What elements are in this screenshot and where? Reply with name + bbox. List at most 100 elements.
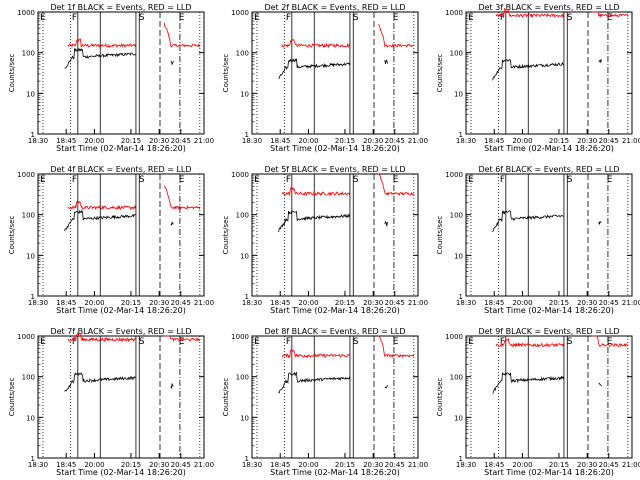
x-tick-label: 20:15 (335, 137, 355, 145)
plot-frame (465, 335, 633, 459)
panel-det-5: Det 5f BLACK = Events, RED = LLD 1 10 100 10… (222, 165, 428, 315)
x-tick-label: 18:30 (242, 137, 262, 145)
x-tick-label: 20:00 (84, 461, 104, 469)
segment-marker-label: F (72, 337, 77, 347)
segment-marker-label: E (40, 175, 46, 185)
x-tick-label: 21:00 (194, 461, 214, 469)
x-tick-label: 20:45 (171, 137, 191, 145)
x-tick-label: 18:30 (28, 137, 48, 145)
x-tick-label: 21:00 (194, 299, 214, 307)
events-series-line (278, 58, 350, 80)
events-series-line (598, 221, 602, 225)
y-tick-label: 100 (236, 212, 249, 220)
y-tick-label: 1000 (17, 9, 35, 17)
y-tick-label: 1000 (17, 171, 35, 179)
y-tick-label: 10 (454, 414, 463, 422)
y-tick-label: 100 (236, 50, 249, 58)
x-tick-label: 20:00 (512, 137, 532, 145)
x-tick-label: 20:45 (599, 137, 619, 145)
panel-det-6: Det 6f BLACK = Events, RED = LLD 1 10 100 10… (436, 165, 640, 315)
x-tick-label: 21:00 (622, 461, 640, 469)
segment-marker-label: S (353, 175, 359, 185)
y-tick-label: 1 (459, 131, 463, 139)
events-series-line (492, 59, 564, 81)
segment-marker-label: S (353, 337, 359, 347)
plot-frame (465, 11, 633, 135)
x-tick-label: 20:30 (149, 461, 169, 469)
segment-marker-label: F (286, 13, 291, 23)
segment-marker-label: F (72, 13, 77, 23)
y-tick-label: 10 (26, 90, 35, 98)
x-axis-title: Start Time (02-Mar-14 18:26:20) (56, 306, 186, 315)
events-series-line (64, 209, 136, 232)
panel-det-4: Det 4f BLACK = Events, RED = LLD 1 10 100 10… (8, 165, 214, 315)
x-tick-label: 20:00 (512, 461, 532, 469)
x-axis-title: Start Time (02-Mar-14 18:26:20) (56, 468, 186, 477)
y-axis-title: Counts/sec (8, 378, 16, 417)
x-tick-label: 20:00 (298, 461, 318, 469)
panel-title: Det 8f BLACK = Events, RED = LLD (264, 327, 405, 336)
segment-marker-label: E (468, 337, 474, 347)
segment-marker-label: E (254, 175, 260, 185)
events-series-line (598, 383, 602, 387)
x-tick-label: 20:30 (363, 137, 383, 145)
events-series-line (170, 221, 174, 226)
segment-marker-label: F (500, 337, 505, 347)
x-tick-label: 20:30 (149, 137, 169, 145)
panel-title: Det 3f BLACK = Events, RED = LLD (478, 3, 619, 12)
x-axis-title: Start Time (02-Mar-14 18:26:20) (484, 144, 614, 153)
panel-title: Det 7f BLACK = Events, RED = LLD (50, 327, 191, 336)
x-axis-title: Start Time (02-Mar-14 18:26:20) (484, 306, 614, 315)
lld-series-line (67, 200, 136, 211)
x-tick-label: 20:15 (121, 299, 141, 307)
y-tick-label: 1000 (17, 333, 35, 341)
segment-marker-label: S (353, 13, 359, 23)
panel-title: Det 1f BLACK = Events, RED = LLD (50, 3, 191, 12)
x-tick-label: 20:15 (549, 299, 569, 307)
x-tick-label: 18:30 (28, 461, 48, 469)
segment-marker-label: E (179, 175, 185, 185)
x-tick-label: 20:30 (363, 461, 383, 469)
y-tick-label: 100 (22, 50, 35, 58)
x-tick-label: 18:45 (56, 461, 76, 469)
x-axis-title: Start Time (02-Mar-14 18:26:20) (484, 468, 614, 477)
events-series-line (598, 59, 602, 64)
segment-marker-label: F (286, 175, 291, 185)
y-tick-label: 1 (31, 131, 35, 139)
plot-frame (251, 335, 419, 459)
y-tick-label: 100 (22, 212, 35, 220)
lld-series-line (592, 11, 629, 18)
y-tick-label: 1000 (445, 333, 463, 341)
y-tick-label: 1 (245, 293, 249, 301)
plot-frame (37, 335, 205, 459)
x-tick-label: 20:30 (577, 137, 597, 145)
x-tick-label: 20:15 (549, 137, 569, 145)
y-tick-label: 100 (22, 374, 35, 382)
x-tick-label: 20:45 (171, 461, 191, 469)
segment-marker-label: S (567, 175, 573, 185)
x-tick-label: 20:15 (335, 461, 355, 469)
x-tick-label: 18:30 (456, 137, 476, 145)
x-tick-label: 20:45 (599, 299, 619, 307)
lld-series-line (164, 335, 201, 343)
plot-frame (251, 11, 419, 135)
panel-title: Det 5f BLACK = Events, RED = LLD (264, 165, 405, 174)
lld-series-line (495, 337, 564, 348)
x-tick-label: 21:00 (622, 299, 640, 307)
segment-marker-label: S (567, 13, 573, 23)
segment-marker-label: E (468, 13, 474, 23)
x-tick-label: 20:15 (335, 299, 355, 307)
lld-series-line (163, 22, 201, 48)
events-series-line (170, 383, 174, 389)
panel-det-2: Det 2f BLACK = Events, RED = LLD 1 10 100 10… (222, 3, 428, 153)
x-tick-label: 18:45 (56, 299, 76, 307)
x-tick-label: 18:30 (456, 299, 476, 307)
segment-marker-label: S (139, 337, 145, 347)
lld-series-line (495, 7, 564, 19)
lld-series-line (67, 38, 136, 49)
y-tick-label: 1000 (445, 9, 463, 17)
y-tick-label: 100 (450, 212, 463, 220)
panel-det-7: Det 7f BLACK = Events, RED = LLD 1 10 100 10… (8, 327, 214, 477)
y-tick-label: 1 (459, 455, 463, 463)
y-tick-label: 10 (240, 414, 249, 422)
